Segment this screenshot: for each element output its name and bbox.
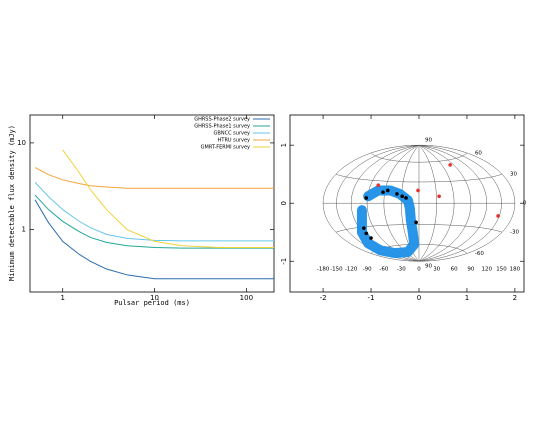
parallel: [370, 152, 468, 163]
latitude-label: -60: [475, 251, 484, 257]
x-tick-label: 10: [150, 294, 159, 302]
longitude-label: 90: [467, 267, 474, 273]
series-line: [34, 194, 274, 249]
latitude-label: 60: [475, 150, 482, 156]
latitude-label: 90: [425, 138, 432, 144]
latitude-label: 30: [510, 172, 517, 178]
point: [448, 163, 452, 167]
x-tick-label: 1: [465, 294, 469, 302]
series-line: [34, 182, 274, 242]
point: [381, 190, 385, 194]
longitude-label: -90: [363, 267, 372, 273]
series-line: [34, 199, 274, 280]
point: [437, 194, 441, 199]
longitude-label: 120: [482, 267, 493, 273]
point: [364, 196, 369, 200]
longitude-label: -60: [379, 267, 388, 273]
point: [400, 194, 405, 199]
longitude-label: 30: [433, 267, 440, 273]
longitude-label: 180: [510, 267, 521, 273]
longitude-label: -120: [345, 267, 358, 273]
y-axis-label: Minimum detectable flux density (mJy): [8, 125, 16, 281]
point: [414, 220, 418, 225]
y-tick-label: -1: [280, 258, 288, 265]
series-line: [62, 149, 274, 249]
x-tick-label: -2: [320, 294, 327, 302]
x-axis-label: Pulsar period (ms): [114, 299, 190, 307]
longitude-label: -150: [330, 267, 343, 273]
point: [404, 196, 408, 200]
longitude-label: -180: [317, 267, 330, 273]
point: [362, 226, 366, 230]
x-tick-label: -1: [368, 294, 375, 302]
point: [395, 192, 399, 196]
y-tick-label: 1: [280, 143, 288, 147]
legend-label: GHRSS-Phase2 survey: [194, 117, 250, 123]
y-tick-label: 10: [17, 139, 26, 147]
legend-label: GBNCC survey: [214, 131, 250, 137]
latitude-label: 0: [523, 201, 527, 207]
y-tick-label: 0: [280, 201, 288, 205]
latitude-label: -30: [510, 230, 519, 236]
point: [369, 236, 373, 240]
left-frame: [29, 114, 275, 293]
band: [356, 185, 420, 259]
x-tick-label: 1: [61, 294, 65, 302]
legend-label: HTRU survey: [218, 138, 250, 144]
x-tick-label: 0: [417, 294, 421, 302]
x-tick-label: 2: [513, 294, 517, 302]
latitude-label: 90: [425, 264, 432, 270]
legend-label: GMRT-FERMI survey: [201, 145, 250, 151]
point: [496, 214, 500, 218]
point: [376, 183, 381, 188]
point: [386, 188, 390, 193]
point: [364, 231, 369, 236]
point: [416, 188, 420, 193]
legend-label: GHRSS-Phase1 survey: [194, 124, 250, 130]
series-line: [34, 167, 274, 189]
longitude-label: -30: [397, 267, 406, 273]
longitude-label: 60: [451, 267, 458, 273]
x-tick-label: 100: [240, 294, 253, 302]
longitude-label: 150: [496, 267, 507, 273]
longitude-label: 0: [417, 267, 421, 273]
parallel: [335, 173, 503, 183]
y-tick-label: 1: [22, 226, 26, 234]
